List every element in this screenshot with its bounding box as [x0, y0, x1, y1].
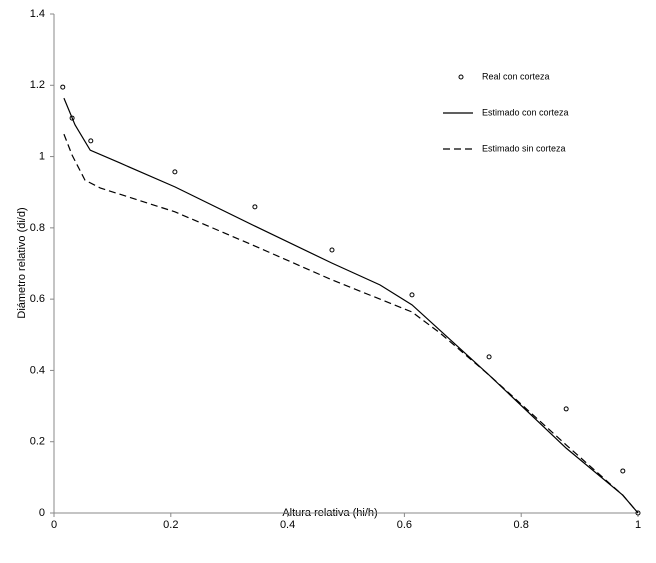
x-tick-label: 1	[635, 519, 641, 531]
x-tick-label: 0.8	[514, 519, 529, 531]
legend-marker	[458, 74, 464, 80]
y-tick-label: 0.6	[30, 293, 45, 305]
x-tick-label: 0.2	[163, 519, 178, 531]
data-point	[172, 169, 178, 175]
data-point	[486, 354, 492, 360]
data-point	[620, 468, 626, 474]
x-tick-label: 0.4	[280, 519, 295, 531]
legend-label: Estimado sin corteza	[482, 143, 566, 153]
x-tick-label: 0.6	[397, 519, 412, 531]
data-point	[329, 247, 335, 253]
data-line	[63, 133, 639, 514]
y-tick-label: 0.4	[30, 364, 45, 376]
legend-label: Real con corteza	[482, 71, 550, 81]
y-tick-label: 1	[39, 150, 45, 162]
data-point	[563, 406, 569, 412]
data-line	[63, 97, 639, 514]
y-tick-label: 0	[39, 507, 45, 519]
y-tick-label: 0.2	[30, 436, 45, 448]
data-point	[60, 84, 66, 90]
data-point	[252, 204, 258, 210]
x-tick-label: 0	[51, 519, 57, 531]
y-axis-label: Diámetro relativo (di/d)	[16, 207, 28, 318]
y-tick-label: 1.2	[30, 79, 45, 91]
y-tick-label: 1.4	[30, 8, 45, 20]
data-point	[88, 138, 94, 144]
legend-label: Estimado con corteza	[482, 107, 569, 117]
data-point	[409, 292, 415, 298]
y-tick-label: 0.8	[30, 222, 45, 234]
